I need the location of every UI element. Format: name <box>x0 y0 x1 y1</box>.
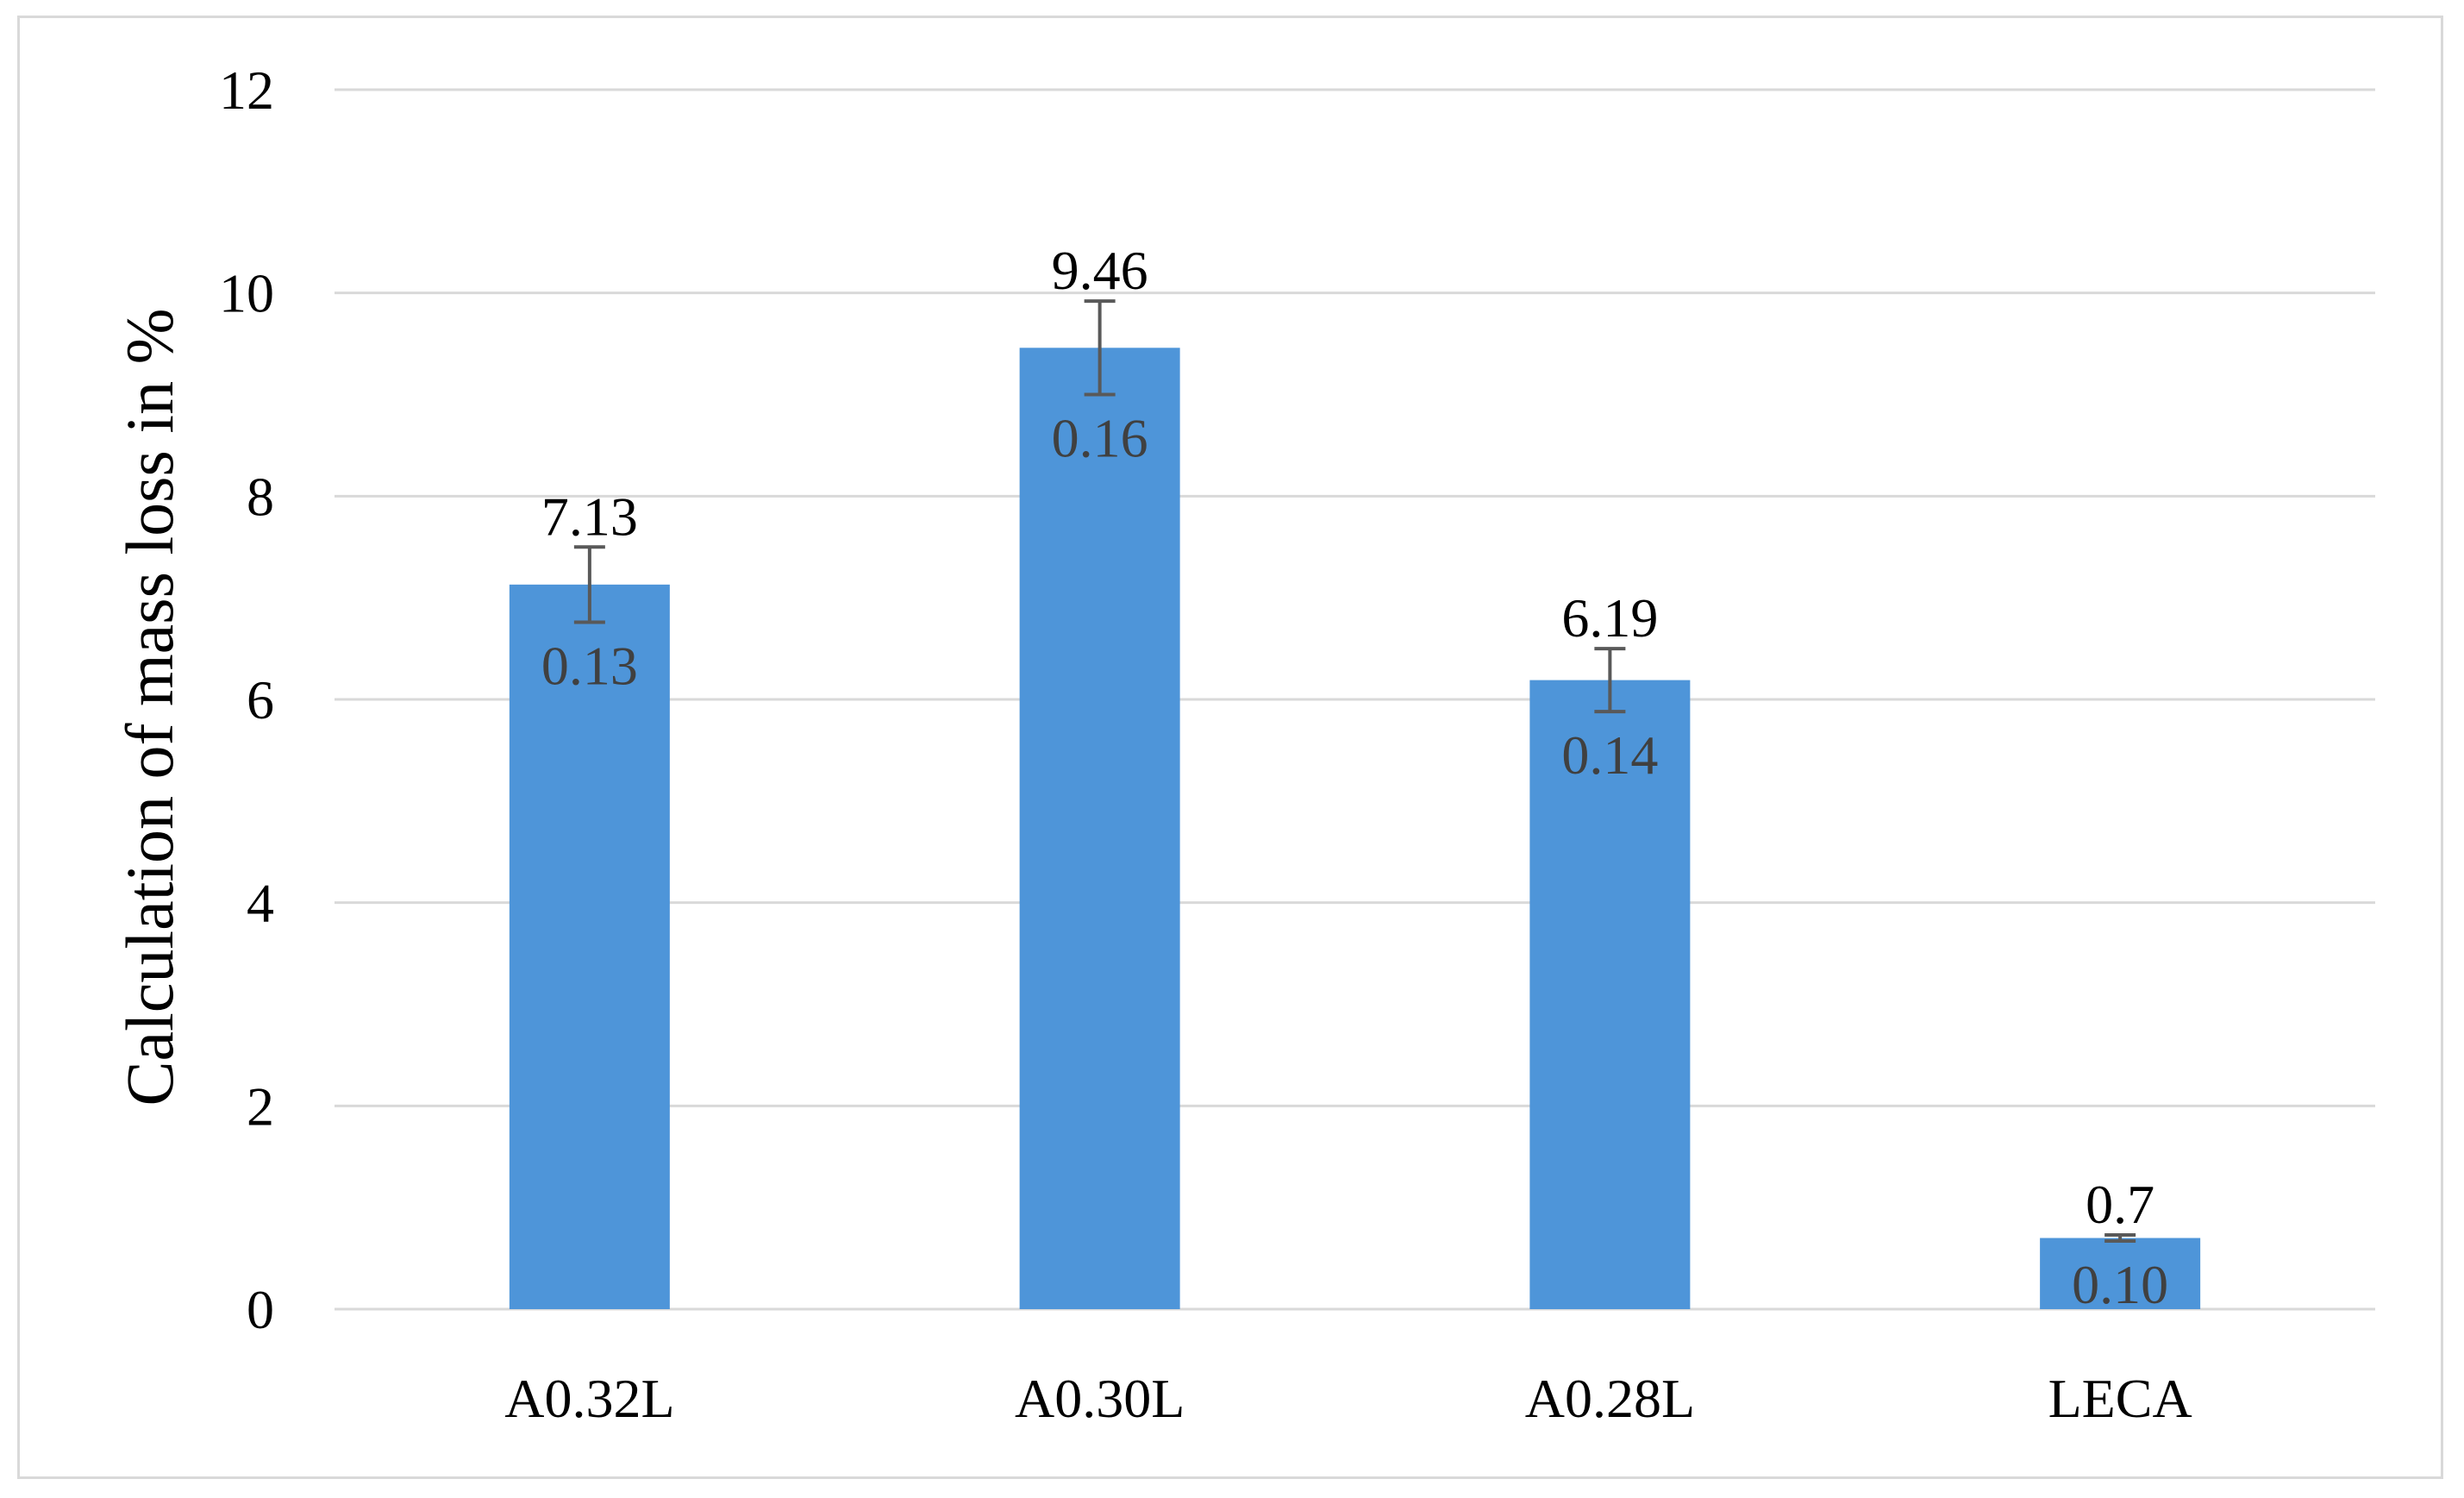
bar <box>1019 348 1180 1310</box>
x-tick-label: A0.28L <box>1525 1368 1695 1429</box>
y-axis-tick-labels: 0 2 4 6 8 10 12 <box>219 60 274 1340</box>
bar <box>509 584 670 1309</box>
y-tick-label: 10 <box>219 263 274 324</box>
data-labels: 7.13 0.13 9.46 0.16 6.19 0.14 0.7 0.10 <box>541 240 2168 1315</box>
y-tick-label: 8 <box>247 466 274 527</box>
y-axis-title: Calculation of mass loss in % <box>112 308 187 1106</box>
error-label: 0.14 <box>1561 724 1658 786</box>
chart-frame <box>17 16 2443 1479</box>
data-label: 0.7 <box>2086 1174 2154 1235</box>
data-label: 6.19 <box>1561 587 1658 649</box>
gridlines <box>335 88 2375 1311</box>
bar <box>1529 680 1691 1309</box>
bar <box>2040 1238 2201 1309</box>
y-tick-label: 6 <box>247 669 274 730</box>
bars <box>509 348 2201 1310</box>
error-label: 0.16 <box>1052 408 1148 469</box>
x-tick-label: A0.32L <box>504 1368 674 1429</box>
data-label: 9.46 <box>1052 240 1148 301</box>
error-bars <box>573 299 2136 1244</box>
y-tick-label: 2 <box>247 1075 274 1137</box>
x-tick-label: A0.30L <box>1015 1368 1185 1429</box>
y-tick-label: 4 <box>247 873 274 934</box>
error-label: 0.10 <box>2072 1254 2168 1315</box>
x-axis-tick-labels: A0.32L A0.30L A0.28L LECA <box>504 1368 2192 1429</box>
error-label: 0.13 <box>541 635 638 696</box>
x-tick-label: LECA <box>2048 1368 2192 1429</box>
y-tick-label: 0 <box>247 1279 274 1340</box>
data-label: 7.13 <box>541 486 638 547</box>
y-tick-label: 12 <box>219 60 274 121</box>
